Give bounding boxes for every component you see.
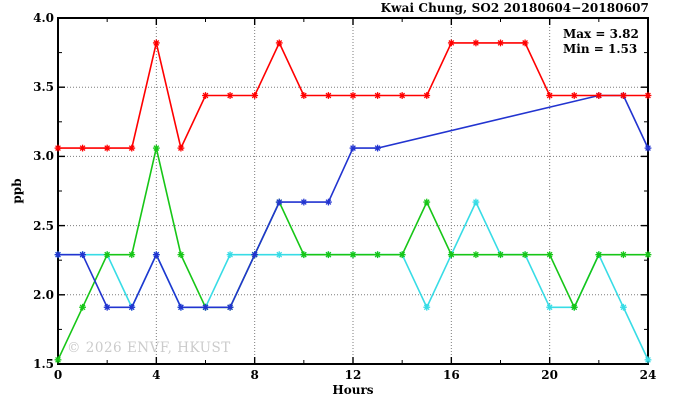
y-tick-label: 3.5 (33, 80, 54, 95)
data-point-marker (325, 251, 332, 258)
data-point-marker (251, 251, 258, 258)
data-point-marker (104, 145, 111, 151)
data-point-marker (522, 251, 528, 258)
data-point-marker (645, 92, 651, 99)
y-tick-label: 3.0 (33, 149, 54, 164)
data-point-marker (153, 251, 160, 258)
data-point-marker (178, 304, 184, 311)
x-tick-label: 16 (442, 368, 460, 382)
data-point-marker (374, 251, 381, 258)
data-point-marker (178, 145, 184, 151)
data-point-marker (546, 92, 553, 99)
data-point-marker (595, 251, 602, 258)
data-point-marker (178, 251, 184, 258)
data-point-marker (227, 304, 233, 311)
data-point-marker (620, 251, 627, 258)
data-point-marker (473, 40, 479, 46)
data-point-marker (374, 92, 381, 99)
data-point-marker (276, 199, 283, 205)
data-point-marker (202, 304, 209, 311)
data-point-marker (423, 92, 430, 99)
chart-title: Kwai Chung, SO2 20180604−20180607 (380, 1, 649, 15)
data-point-marker (350, 145, 356, 151)
data-point-marker (202, 92, 209, 99)
y-tick-label: 2.5 (33, 218, 54, 233)
data-point-marker (497, 251, 504, 258)
data-point-marker (276, 40, 283, 46)
data-point-marker (227, 251, 233, 258)
max-annotation: Max = 3.82 (563, 27, 639, 41)
data-point-marker (448, 40, 455, 46)
data-point-marker (227, 92, 233, 99)
data-point-marker (300, 251, 307, 258)
data-point-marker (350, 251, 356, 258)
data-point-marker (595, 92, 602, 99)
data-point-marker (300, 92, 307, 99)
data-point-marker (55, 356, 61, 363)
data-point-marker (276, 251, 283, 258)
blue-series (54, 92, 652, 311)
data-point-marker (104, 304, 111, 311)
data-point-marker (522, 40, 528, 46)
data-point-marker (128, 251, 135, 258)
data-point-marker (546, 251, 553, 258)
data-point-marker (423, 304, 430, 311)
plot-border (57, 17, 649, 365)
y-tick-label: 4.0 (33, 11, 54, 25)
data-point-marker (128, 145, 135, 151)
blue-series-markers (54, 92, 652, 311)
data-point-marker (55, 251, 61, 258)
data-point-marker (571, 304, 578, 311)
min-annotation: Min = 1.53 (563, 42, 638, 56)
green-series-markers (54, 144, 652, 364)
data-point-marker (448, 251, 455, 258)
x-tick-label: 20 (541, 368, 558, 382)
x-axis-label: Hours (332, 383, 374, 397)
data-point-marker (79, 304, 86, 311)
data-point-marker (645, 145, 651, 151)
y-axis-label: ppb (10, 178, 24, 204)
data-point-marker (473, 251, 479, 258)
stats-annotation: Max = 3.82 Min = 1.53 (563, 27, 639, 57)
data-point-marker (128, 304, 135, 311)
x-tick-label: 24 (639, 368, 657, 382)
data-point-marker (571, 92, 578, 99)
data-point-marker (620, 304, 627, 311)
y-tick-label: 2.0 (33, 287, 54, 302)
data-point-marker (153, 40, 160, 46)
data-point-marker (79, 251, 86, 258)
data-point-marker (300, 199, 307, 205)
data-point-marker (399, 251, 406, 258)
data-point-marker (620, 92, 627, 99)
data-point-marker (153, 145, 160, 151)
x-tick-label: 12 (344, 368, 362, 382)
data-point-marker (251, 92, 258, 99)
data-point-marker (55, 145, 61, 151)
x-tick-label: 8 (250, 368, 259, 382)
data-point-marker (350, 92, 356, 99)
data-point-marker (399, 92, 406, 99)
data-point-marker (497, 40, 504, 46)
data-point-marker (325, 92, 332, 99)
data-point-marker (645, 251, 651, 258)
data-point-marker (546, 304, 553, 311)
red-series-markers (54, 39, 652, 152)
data-point-marker (423, 199, 430, 205)
data-point-marker (473, 199, 479, 205)
green-series (54, 144, 652, 364)
watermark: © 2026 ENVF, HKUST (67, 340, 231, 356)
y-tick-label: 1.5 (33, 357, 54, 371)
data-point-marker (79, 145, 86, 151)
data-point-marker (645, 356, 651, 363)
data-point-marker (374, 145, 381, 151)
red-series (54, 39, 652, 152)
x-tick-label: 0 (53, 368, 63, 382)
data-point-marker (104, 251, 111, 258)
data-point-marker (325, 199, 332, 205)
x-tick-label: 4 (152, 368, 161, 382)
